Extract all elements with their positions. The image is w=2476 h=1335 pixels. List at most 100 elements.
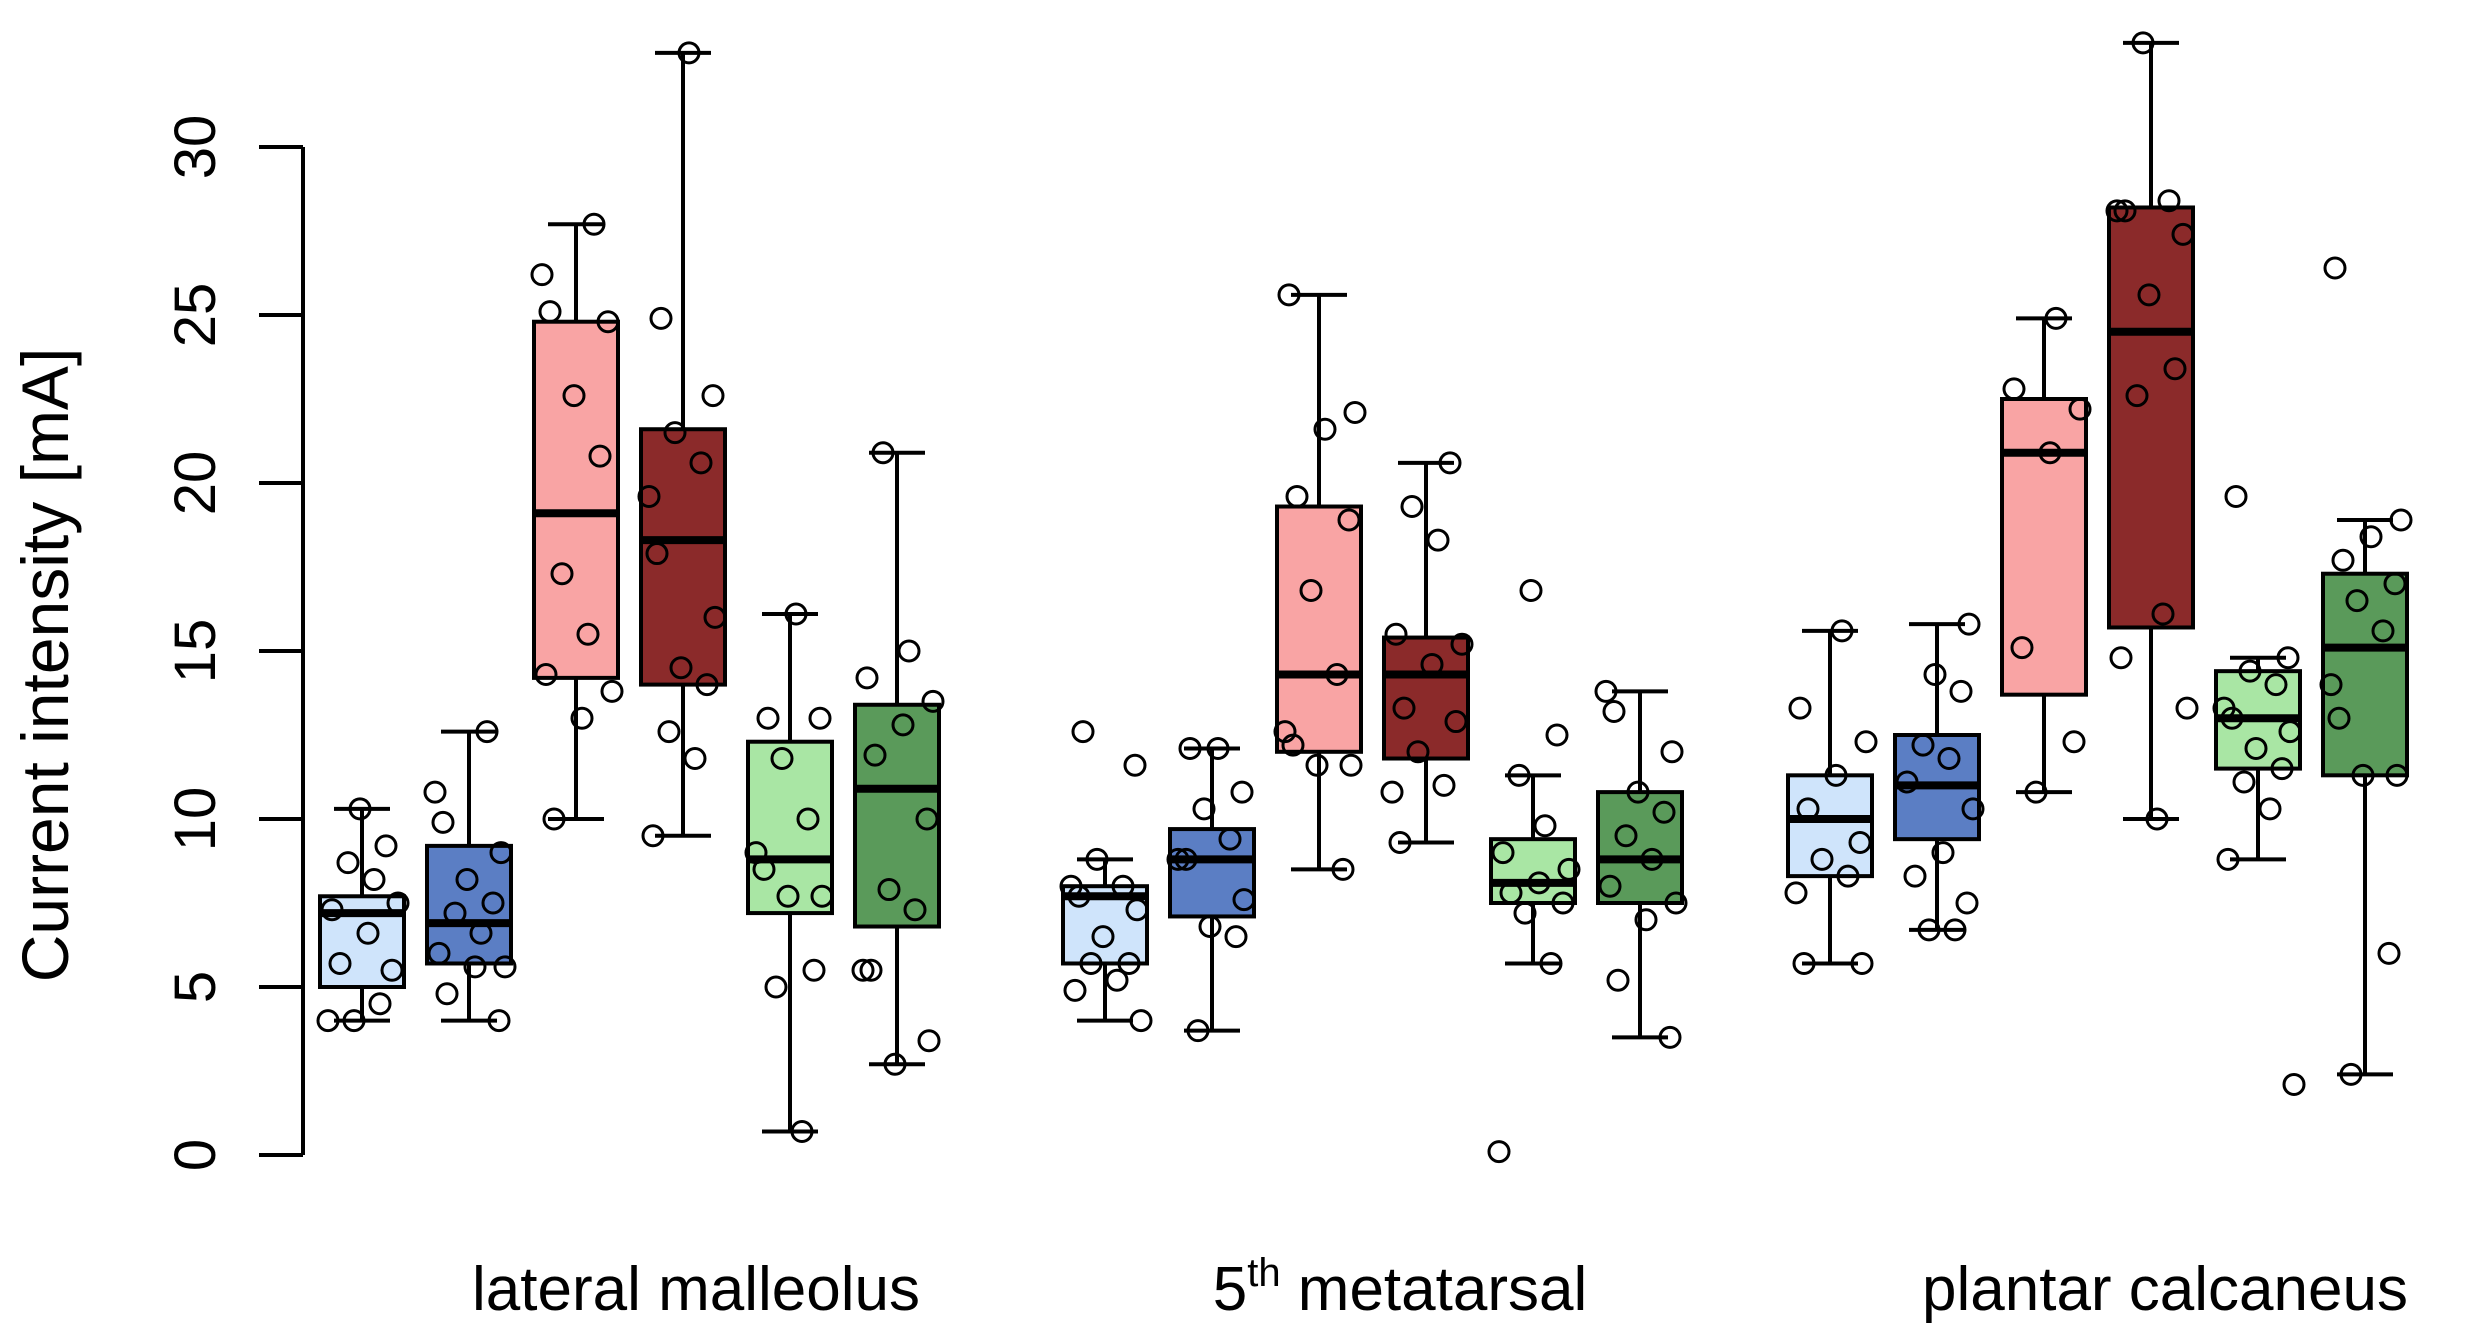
- data-point: [1285, 484, 1309, 508]
- data-point: [891, 713, 915, 737]
- box-iqr: [746, 739, 834, 916]
- data-point: [2145, 807, 2169, 831]
- box-iqr: [2107, 205, 2195, 630]
- data-point: [2351, 763, 2375, 787]
- x-group-label-rest: metatarsal: [1281, 1255, 1588, 1324]
- data-point: [1626, 780, 1650, 804]
- data-point: [1117, 951, 1141, 975]
- box-iqr: [1786, 773, 1874, 879]
- box-4: [1786, 628, 1874, 966]
- x-group-label: plantar calcaneus: [1922, 1255, 2408, 1324]
- data-point: [316, 1009, 340, 1033]
- data-point: [1634, 908, 1658, 932]
- box-16: [2214, 655, 2302, 862]
- data-point: [1533, 814, 1557, 838]
- data-point: [380, 958, 404, 982]
- data-point: [2125, 384, 2149, 408]
- data-point: [542, 807, 566, 831]
- data-point: [1186, 1019, 1210, 1043]
- data-point: [2157, 189, 2181, 213]
- data-point: [2276, 646, 2300, 670]
- x-group-label: lateral malleolus: [472, 1255, 920, 1324]
- data-point: [1331, 857, 1355, 881]
- data-point: [1545, 723, 1569, 747]
- data-point: [1895, 770, 1919, 794]
- data-point: [2137, 283, 2161, 307]
- data-point: [550, 562, 574, 586]
- data-point: [348, 797, 372, 821]
- data-point: [1848, 831, 1872, 855]
- data-point: [2278, 720, 2302, 744]
- data-point: [2244, 736, 2268, 760]
- data-point: [435, 982, 459, 1006]
- data-point: [2359, 525, 2383, 549]
- data-point: [362, 867, 386, 891]
- box-11: [2107, 40, 2195, 821]
- data-point: [1305, 753, 1329, 777]
- data-point: [455, 867, 479, 891]
- data-point: [2068, 397, 2092, 421]
- data-point: [1539, 951, 1563, 975]
- data-point: [1388, 831, 1412, 855]
- data-point: [669, 656, 693, 680]
- data-point: [1652, 800, 1676, 824]
- data-point: [1166, 847, 1190, 871]
- data-point: [1606, 968, 1630, 992]
- data-point: [645, 542, 669, 566]
- x-group-label-sup: th: [1247, 1251, 1280, 1295]
- box-14: [1489, 773, 1577, 966]
- data-point: [851, 958, 875, 982]
- box-1: [425, 729, 513, 1023]
- data-point: [530, 263, 554, 287]
- data-point: [917, 1029, 941, 1053]
- data-point: [1784, 881, 1808, 905]
- data-point: [2264, 673, 2288, 697]
- data-point: [356, 921, 380, 945]
- data-point: [770, 747, 794, 771]
- data-point: [1406, 740, 1430, 764]
- data-point: [695, 673, 719, 697]
- box-10: [2000, 316, 2088, 795]
- data-point: [443, 901, 467, 925]
- data-point: [588, 444, 612, 468]
- data-point: [1071, 720, 1095, 744]
- data-point: [1660, 740, 1684, 764]
- data-point: [2105, 199, 2129, 223]
- data-point: [534, 663, 558, 687]
- data-point: [2377, 941, 2401, 965]
- data-point: [2232, 770, 2256, 794]
- data-point: [1337, 508, 1361, 532]
- data-point: [776, 884, 800, 908]
- y-tick-label: 0: [163, 1139, 228, 1171]
- data-point: [2345, 589, 2369, 613]
- data-point: [1178, 736, 1202, 760]
- box-13: [853, 450, 941, 1067]
- data-point: [877, 878, 901, 902]
- data-point: [802, 958, 826, 982]
- data-point: [2385, 763, 2409, 787]
- data-point: [1810, 847, 1834, 871]
- box-9: [1382, 460, 1470, 845]
- data-point: [2010, 636, 2034, 660]
- data-point: [784, 602, 808, 626]
- data-point: [2224, 484, 2248, 508]
- data-point: [368, 992, 392, 1016]
- data-point: [1105, 968, 1129, 992]
- data-point: [859, 958, 883, 982]
- y-tick-label: 5: [163, 971, 228, 1003]
- data-point: [469, 921, 493, 945]
- data-point: [1343, 400, 1367, 424]
- x-group-label: 5th metatarsal: [1213, 1251, 1588, 1324]
- data-point: [2175, 696, 2199, 720]
- data-point: [487, 1009, 511, 1033]
- data-point: [1392, 696, 1416, 720]
- y-axis-label: Current intensity [mA]: [8, 348, 82, 983]
- data-point: [1111, 874, 1135, 898]
- data-point: [1602, 699, 1626, 723]
- box-12: [746, 612, 834, 1134]
- data-point: [1614, 824, 1638, 848]
- box-iqr: [2000, 397, 2088, 697]
- data-point: [2389, 508, 2413, 532]
- data-point: [570, 706, 594, 730]
